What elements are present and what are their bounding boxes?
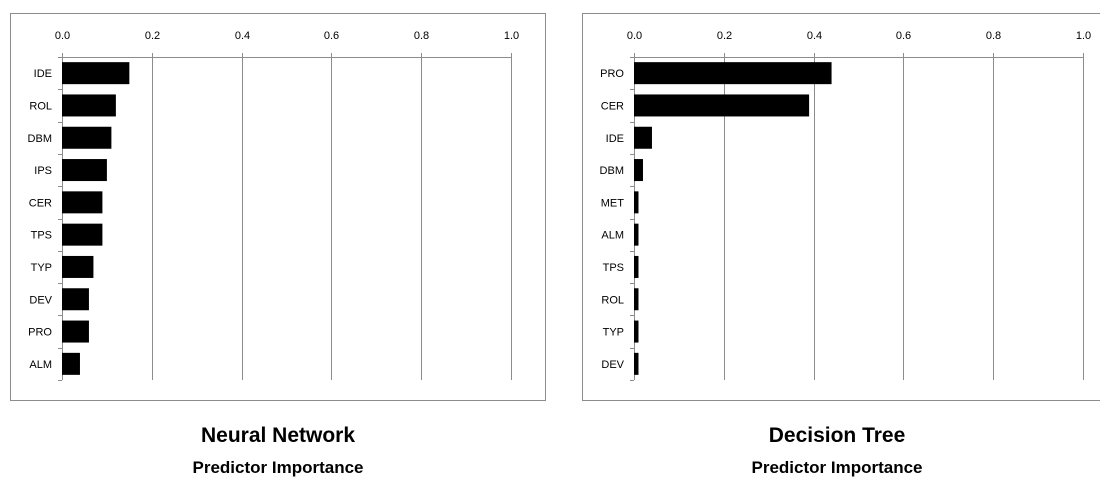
decision-tree-title: Decision Tree [768,424,906,447]
x-tick-label: 0.0 [627,30,642,42]
x-tick-label: 0.4 [807,30,822,42]
bar-ips [62,159,107,182]
neural-network-title: Neural Network [200,424,356,447]
bar-pro [62,320,89,343]
category-label: DEV [29,294,52,306]
x-tick-label: 0.4 [235,30,250,42]
bar-typ [62,255,94,278]
decision-tree-chart: 0.0 0.2 0.4 0.6 0.8 1.0 PRO CER IDE DBM MET ALM TPS R… [582,13,1100,401]
category-label: TPS [603,262,624,274]
x-tick-label: 0.0 [55,30,70,42]
x-tick-label: 0.6 [896,30,911,42]
bar-tps [634,255,639,278]
bar-ide [634,126,652,149]
bar-met [634,191,639,214]
category-label: IDE [606,133,624,145]
x-tick-label: 1.0 [1076,30,1091,42]
x-tick-label: 0.2 [717,30,732,42]
x-tick-label: 0.8 [986,30,1001,42]
neural-network-subtitle: Predictor Importance [192,458,364,477]
bar-cer [62,191,103,214]
category-label: PRO [600,68,624,80]
x-tick-label: 0.8 [414,30,429,42]
category-label: TYP [31,262,52,274]
category-label: CER [29,197,52,209]
decision-tree-subtitle: Predictor Importance [751,458,923,477]
bar-dbm [634,159,643,182]
bar-alm [62,352,80,375]
bar-cer [634,94,810,117]
bar-dev [62,288,89,311]
bar-dbm [62,126,112,149]
category-label: ROL [601,294,624,306]
category-label: TYP [603,327,624,339]
bar-pro [634,62,832,85]
neural-network-chart: 0.0 0.2 0.4 0.6 0.8 1.0 IDE ROL DBM IPS CER TPS TYP D… [10,13,546,401]
x-tick-label: 0.2 [145,30,160,42]
category-label: ALM [601,230,624,242]
bar-tps [62,223,103,246]
category-label: PRO [28,327,52,339]
category-label: ALM [29,359,52,371]
bar-rol [62,94,116,117]
category-label: ROL [29,100,52,112]
category-label: TPS [31,230,52,242]
category-label: MET [601,197,625,209]
category-label: IPS [34,165,52,177]
category-label: DEV [601,359,624,371]
bar-alm [634,223,639,246]
bar-typ [634,320,639,343]
x-tick-label: 0.6 [324,30,339,42]
x-tick-label: 1.0 [504,30,519,42]
bar-rol [634,288,639,311]
bar-ide [62,62,130,85]
category-label: DBM [600,165,624,177]
category-label: DBM [28,133,52,145]
category-label: IDE [34,68,52,80]
bar-dev [634,352,639,375]
category-label: CER [601,100,624,112]
